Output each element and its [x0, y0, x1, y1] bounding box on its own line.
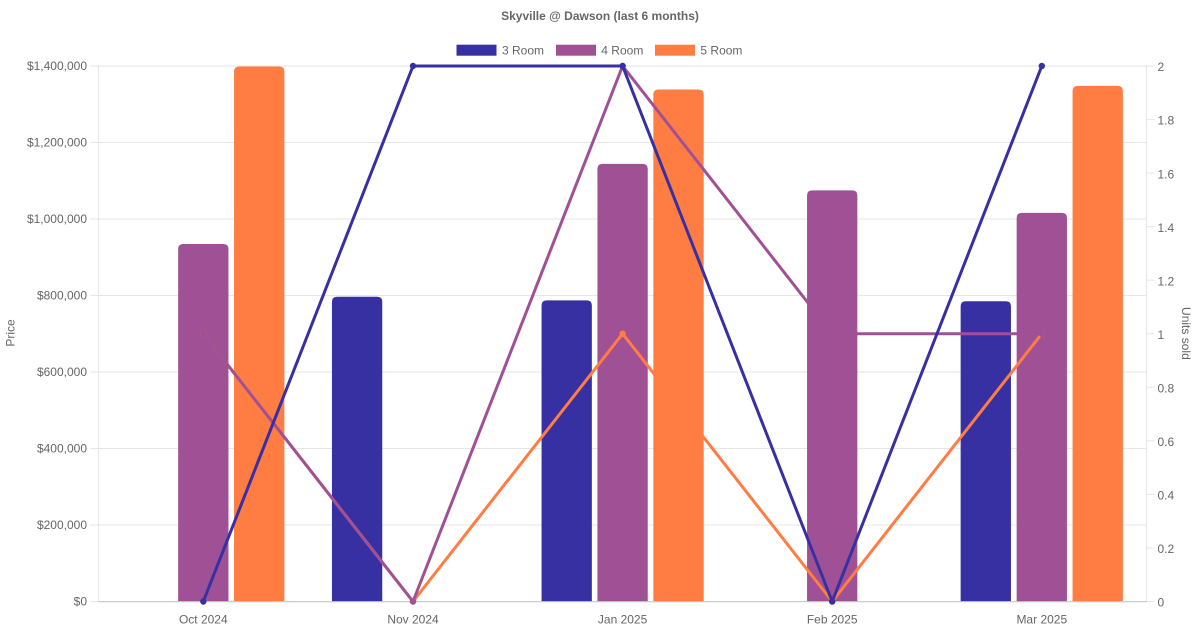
- svg-text:Feb 2025: Feb 2025: [807, 612, 858, 626]
- svg-text:1.6: 1.6: [1158, 167, 1175, 181]
- svg-text:4 Room: 4 Room: [601, 44, 643, 58]
- svg-text:$600,000: $600,000: [37, 365, 87, 379]
- svg-text:$1,000,000: $1,000,000: [27, 212, 87, 226]
- svg-text:$400,000: $400,000: [37, 442, 87, 456]
- svg-text:1.2: 1.2: [1158, 274, 1175, 288]
- svg-text:Nov 2024: Nov 2024: [387, 612, 439, 626]
- svg-text:Skyville @ Dawson (last 6 mont: Skyville @ Dawson (last 6 months): [501, 9, 699, 23]
- svg-text:$800,000: $800,000: [37, 289, 87, 303]
- svg-text:$1,400,000: $1,400,000: [27, 59, 87, 73]
- svg-text:2: 2: [1158, 60, 1165, 74]
- svg-text:$0: $0: [74, 595, 88, 609]
- svg-text:5 Room: 5 Room: [700, 44, 742, 58]
- svg-text:Price: Price: [4, 319, 18, 347]
- svg-text:0.6: 0.6: [1158, 435, 1175, 449]
- svg-text:Mar 2025: Mar 2025: [1016, 612, 1067, 626]
- svg-text:$1,200,000: $1,200,000: [27, 136, 87, 150]
- svg-text:$200,000: $200,000: [37, 518, 87, 532]
- svg-text:0: 0: [1158, 596, 1165, 610]
- svg-text:3 Room: 3 Room: [502, 44, 544, 58]
- svg-text:0.2: 0.2: [1158, 542, 1175, 556]
- svg-text:Oct 2024: Oct 2024: [179, 612, 228, 626]
- svg-text:1.8: 1.8: [1158, 114, 1175, 128]
- svg-text:1.4: 1.4: [1158, 221, 1175, 235]
- svg-text:Units sold: Units sold: [1179, 307, 1193, 360]
- svg-text:0.8: 0.8: [1158, 382, 1175, 396]
- svg-text:1: 1: [1158, 328, 1165, 342]
- svg-text:Jan 2025: Jan 2025: [598, 612, 648, 626]
- svg-text:0.4: 0.4: [1158, 489, 1175, 503]
